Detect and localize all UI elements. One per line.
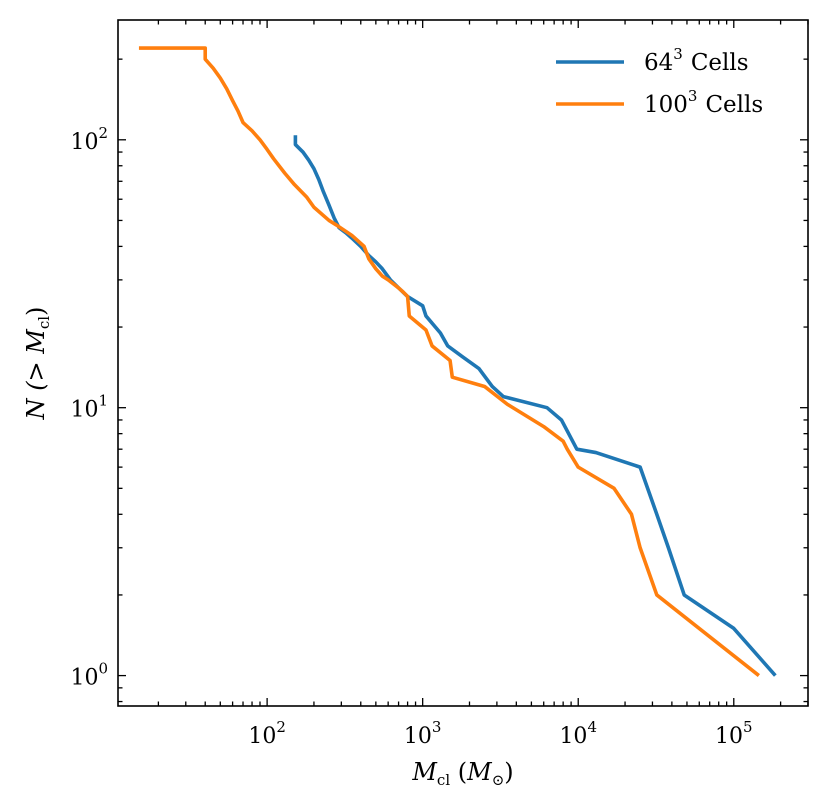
y-tick-label: 101: [70, 392, 108, 423]
chart: 102 103 104 105 100 101 102 Mcl (M⊙) N (…: [0, 0, 830, 810]
major-ticks: [118, 20, 808, 706]
series-line-64-cubed: [295, 135, 775, 675]
x-axis-title: Mcl (M⊙): [411, 758, 513, 789]
plot-frame: [118, 20, 808, 706]
x-tick-label: 104: [559, 718, 597, 749]
x-tick-label: 103: [404, 718, 442, 749]
legend: 643 Cells 1003 Cells: [556, 45, 763, 118]
y-tick-label: 102: [70, 124, 108, 155]
x-tick-label: 105: [715, 718, 753, 749]
y-tick-label: 100: [70, 660, 108, 691]
x-tick-label: 102: [248, 718, 286, 749]
series-layer: [139, 48, 775, 676]
x-tick-labels: 102 103 104 105: [248, 718, 752, 749]
series-line-100-cubed: [139, 48, 759, 676]
legend-label-64-cubed: 643 Cells: [644, 45, 749, 76]
minor-ticks: [118, 20, 808, 706]
y-tick-labels: 100 101 102: [70, 124, 108, 691]
legend-label-100-cubed: 1003 Cells: [644, 87, 763, 118]
y-axis-title: N (> Mcl): [22, 307, 53, 421]
